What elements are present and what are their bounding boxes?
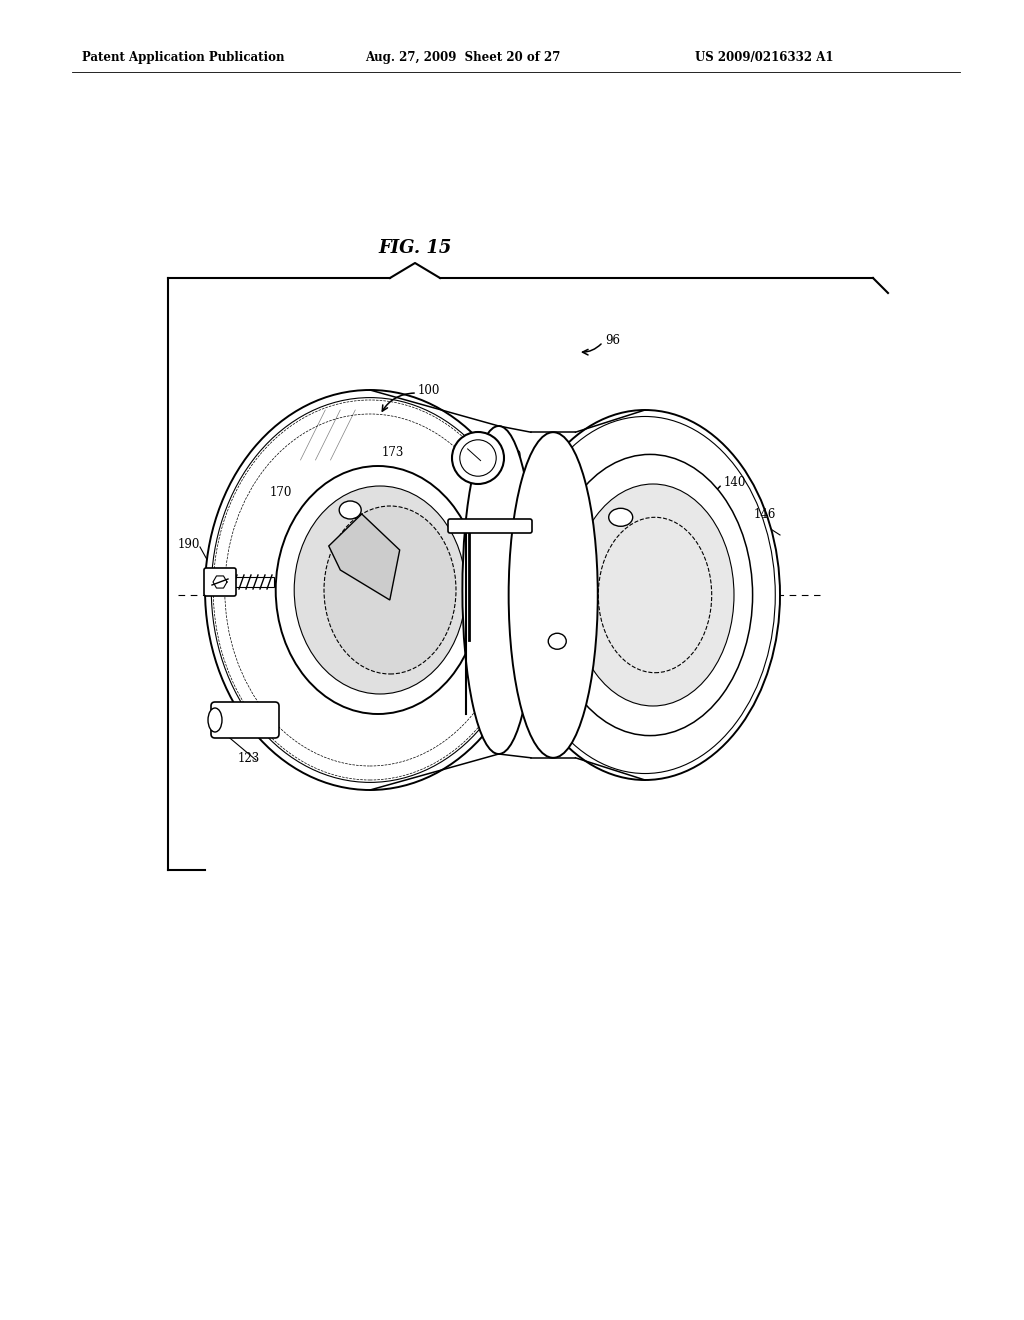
Ellipse shape	[510, 411, 780, 780]
Text: 146: 146	[754, 508, 776, 521]
Text: US 2009/0216332 A1: US 2009/0216332 A1	[695, 51, 834, 65]
FancyBboxPatch shape	[449, 519, 532, 533]
Ellipse shape	[452, 432, 504, 484]
Text: 123: 123	[238, 751, 260, 764]
Text: 170: 170	[270, 486, 293, 499]
Text: 96: 96	[605, 334, 620, 346]
FancyBboxPatch shape	[204, 568, 236, 597]
Text: 100: 100	[418, 384, 440, 396]
Text: Patent Application Publication: Patent Application Publication	[82, 51, 285, 65]
Text: 150: 150	[504, 693, 526, 706]
Ellipse shape	[324, 506, 456, 675]
Text: 173: 173	[382, 446, 404, 458]
Text: 160: 160	[537, 499, 559, 511]
Ellipse shape	[205, 389, 535, 789]
Ellipse shape	[509, 432, 598, 758]
Ellipse shape	[294, 486, 466, 694]
Text: 190: 190	[178, 539, 201, 552]
Polygon shape	[329, 513, 399, 601]
Ellipse shape	[608, 508, 633, 527]
Ellipse shape	[463, 426, 535, 754]
Ellipse shape	[275, 466, 480, 714]
Ellipse shape	[572, 484, 734, 706]
FancyBboxPatch shape	[211, 702, 279, 738]
Text: 122: 122	[468, 614, 490, 627]
Text: 190: 190	[500, 450, 522, 462]
Ellipse shape	[208, 708, 222, 733]
Bar	[232, 577, 274, 587]
Text: FIG. 15: FIG. 15	[378, 239, 452, 257]
Text: 140: 140	[724, 475, 746, 488]
Text: 152: 152	[638, 717, 660, 730]
Text: Aug. 27, 2009  Sheet 20 of 27: Aug. 27, 2009 Sheet 20 of 27	[365, 51, 560, 65]
Text: 171: 171	[482, 503, 504, 516]
Ellipse shape	[548, 634, 566, 649]
Ellipse shape	[339, 502, 361, 519]
Ellipse shape	[548, 454, 753, 735]
